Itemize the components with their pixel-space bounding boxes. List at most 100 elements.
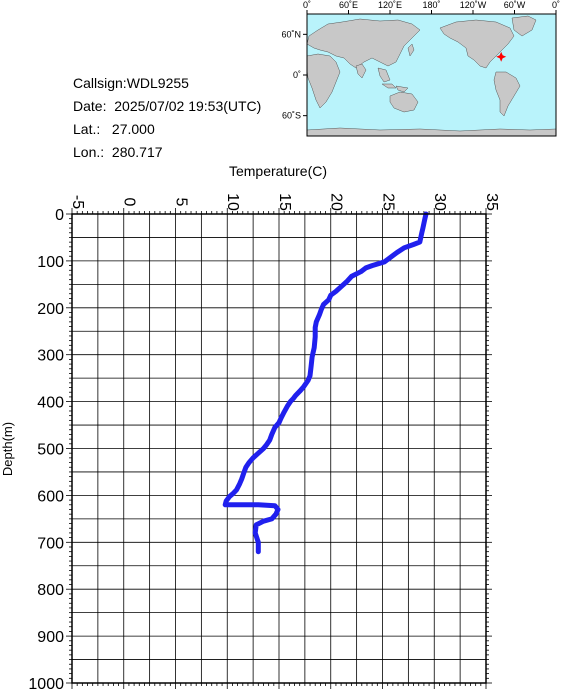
latitude-text: Lat.: 27.000 (73, 121, 155, 137)
temperature-point (350, 275, 353, 278)
land-africa (306, 53, 341, 109)
temperature-point (339, 285, 343, 288)
map-lat-label: 60˚N (281, 29, 301, 39)
land-indonesia (381, 83, 409, 93)
temperature-point (289, 400, 292, 403)
station-location-marker (496, 51, 507, 62)
temperature-point (276, 508, 280, 511)
x-axis-label: Temperature(C) (229, 163, 327, 179)
temperature-point (286, 405, 289, 408)
temperature-point (251, 456, 255, 460)
temperature-point (310, 355, 314, 359)
temperature-point (389, 255, 392, 259)
temperature-point (298, 390, 301, 393)
land-japan (407, 43, 415, 57)
temperature-point (257, 541, 260, 544)
temperature-line (222, 211, 429, 555)
y-axis-label: Depth(m) (0, 422, 15, 476)
station-info: Callsign:WDL9255 Date: 2025/07/02 19:53(… (73, 72, 261, 164)
temperature-point (418, 240, 421, 244)
temperature-point (308, 374, 312, 377)
temperature-point (224, 503, 227, 506)
temperature-point (370, 264, 374, 267)
map-lon-label: 120˚E (378, 0, 402, 10)
y-tick-label: 800 (37, 582, 64, 599)
temperature-series (222, 211, 429, 555)
temperature-point (232, 491, 235, 495)
temperature-point (322, 303, 325, 306)
temperature-point (268, 438, 271, 442)
temperature-point (273, 504, 277, 507)
x-tick-label: -5 (69, 195, 86, 209)
temperature-point (240, 477, 243, 481)
x-tick-label: 30 (431, 193, 448, 211)
land-greenland (511, 15, 537, 37)
temperature-point (255, 523, 258, 527)
chart-grid (71, 213, 487, 684)
x-tick-labels: -5 0 5 10 15 20 25 30 35 (69, 193, 500, 211)
temperature-point (403, 246, 406, 249)
temperature-point (238, 482, 241, 485)
x-tick-label: 10 (224, 193, 241, 211)
temperature-point (242, 471, 245, 475)
y-tick-label: 500 (37, 442, 64, 459)
x-tick-label: 20 (328, 193, 345, 211)
temperature-point (274, 513, 278, 516)
temperature-point (315, 320, 318, 324)
y-tick-label: 1000 (28, 676, 64, 690)
x-tick-label: 25 (379, 193, 396, 211)
temperature-point (421, 226, 425, 230)
temperature-point (364, 266, 368, 270)
temperature-point (270, 517, 273, 521)
temperature-point (314, 326, 317, 329)
temperature-point (283, 410, 286, 414)
temperature-point (412, 243, 415, 246)
temperature-point (262, 520, 265, 523)
temperature-point (244, 466, 248, 469)
temperature-point (292, 397, 295, 400)
temperature-point (314, 335, 317, 339)
map-lon-label: 0˚ (303, 0, 311, 10)
map-lon-label: 180˚ (422, 0, 440, 10)
map-lat-label: 0˚ (293, 70, 301, 80)
temperature-point (257, 503, 260, 506)
temperature-point (228, 495, 231, 498)
temperature-point (329, 293, 332, 297)
y-tick-label: 300 (37, 348, 64, 365)
temperature-point (265, 443, 268, 446)
y-tick-label: 400 (37, 395, 64, 412)
temperature-point (318, 313, 321, 316)
temperature-point (270, 433, 273, 436)
y-tick-label: 200 (37, 301, 64, 318)
temperature-point (334, 290, 338, 293)
temperature-point (320, 308, 323, 311)
y-tick-label: 700 (37, 535, 64, 552)
x-tick-label: 5 (172, 198, 189, 207)
date-text: Date: 2025/07/02 19:53(UTC) (73, 98, 262, 114)
plot-frame (71, 213, 487, 684)
temperature-point (327, 298, 330, 301)
temperature-point (257, 452, 260, 455)
callsign-text: Callsign:WDL9255 (73, 75, 189, 91)
temperature-point (273, 426, 277, 429)
y-tick-label: 100 (37, 254, 64, 271)
temperature-point (346, 279, 349, 283)
land-north-america (439, 19, 515, 69)
x-tick-label: 0 (121, 198, 138, 207)
land-south-asia (355, 63, 391, 83)
temperature-point (257, 550, 260, 553)
longitude-text: Lon.: 280.717 (73, 144, 163, 160)
y-tick-label: 0 (55, 207, 64, 224)
temperature-point (422, 222, 426, 225)
temperature-point (383, 260, 386, 263)
temperature-point (302, 385, 305, 388)
land-south-america (493, 71, 521, 117)
temperature-point (262, 447, 265, 450)
temperature-point (277, 421, 281, 424)
temperature-point (423, 217, 427, 220)
map-lon-label: 120˚W (460, 0, 487, 10)
y-tick-label: 600 (37, 488, 64, 505)
map-lat-label: 60˚S (282, 111, 301, 121)
